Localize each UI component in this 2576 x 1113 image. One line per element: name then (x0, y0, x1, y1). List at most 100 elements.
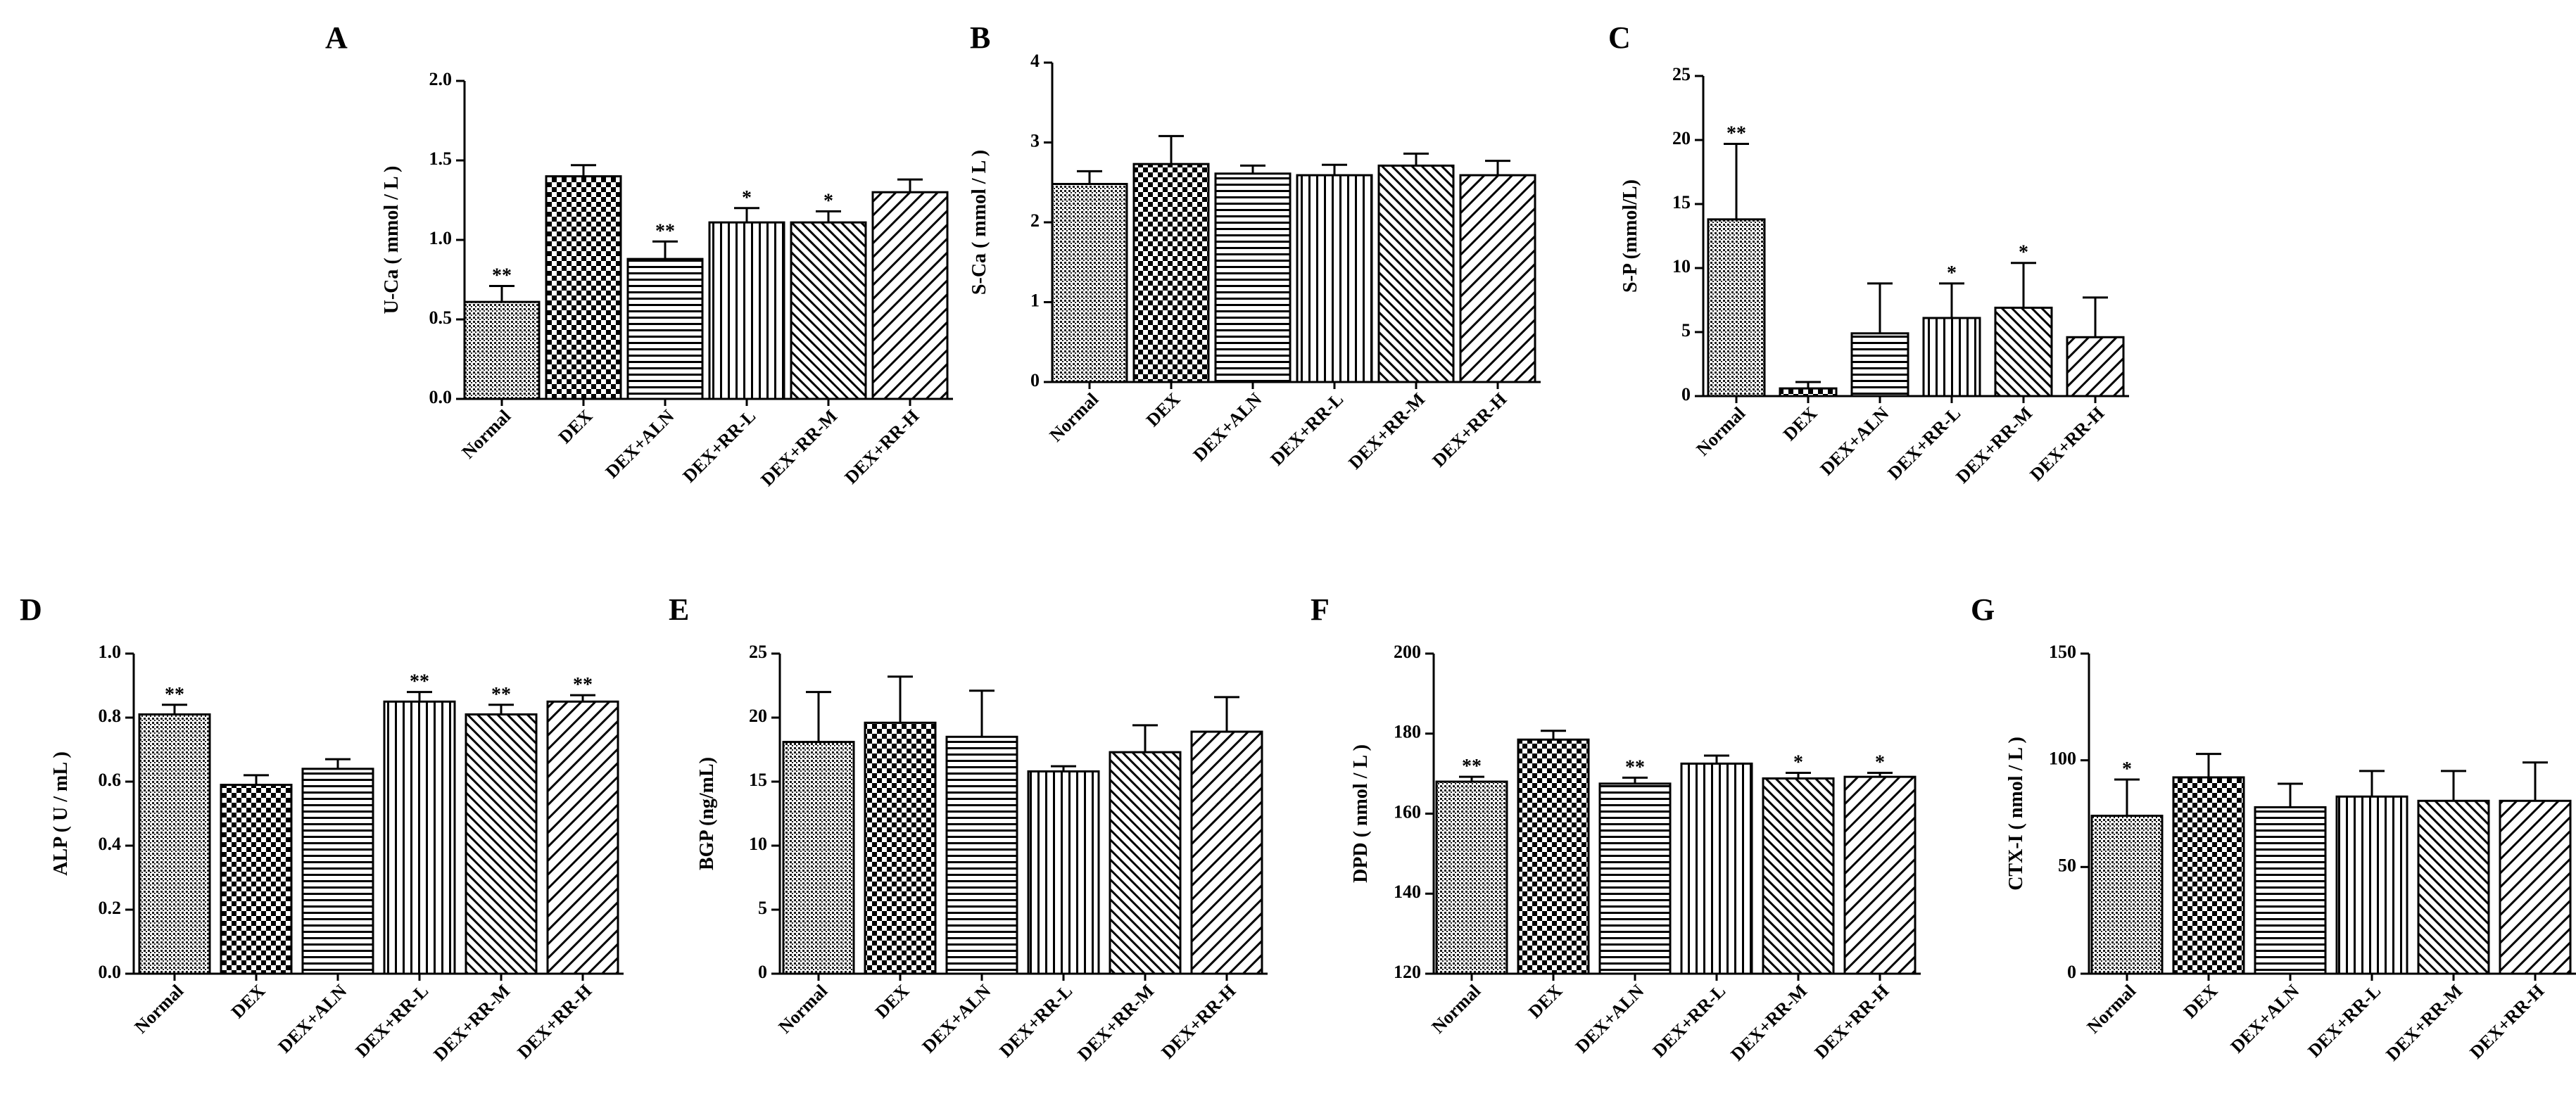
x-tick-label: DEX+RR-M (429, 981, 514, 1065)
x-tick-label: Normal (130, 981, 187, 1038)
x-tick-label: Normal (457, 406, 514, 463)
panel-label: D (20, 592, 42, 627)
bar-dex (2172, 776, 2245, 975)
x-tick-label: DEX+RR-M (757, 406, 841, 490)
bar-dex-rr-m (465, 713, 538, 975)
significance-marker: ** (1462, 756, 1482, 777)
bar-dex-rr-l (2335, 795, 2408, 975)
bar-dex-rr-h (2066, 336, 2125, 398)
significance-marker: * (2122, 758, 2132, 780)
significance-marker: * (1875, 751, 1885, 773)
bar-dex-rr-m (790, 221, 867, 400)
bar-dex-aln (301, 768, 374, 975)
y-tick-label: 0.8 (99, 706, 122, 726)
y-tick-label: 3 (1030, 130, 1040, 151)
y-tick-label: 50 (2058, 855, 2076, 875)
x-tick-label: DEX+RR-L (2304, 981, 2385, 1062)
x-tick-label: DEX+RR-M (2382, 981, 2466, 1065)
x-tick-label: DEX (227, 981, 269, 1022)
y-tick-label: 5 (758, 898, 767, 918)
x-tick-label: DEX+RR-H (2026, 403, 2108, 485)
bar-normal (782, 741, 855, 975)
bar-dex-rr-h (1843, 775, 1917, 975)
y-tick-label: 0 (2067, 962, 2076, 982)
x-tick-label: Normal (774, 981, 831, 1038)
x-tick-label: DEX+RR-H (840, 406, 923, 488)
bar-dex-rr-m (2417, 799, 2490, 975)
y-tick-label: 1 (1030, 290, 1040, 310)
x-tick-label: DEX+RR-H (2465, 981, 2548, 1063)
x-tick-label: DEX+RR-M (1952, 403, 2036, 488)
y-tick-label: 20 (749, 706, 767, 726)
x-tick-label: DEX+RR-H (1428, 389, 1510, 471)
x-tick-label: DEX+RR-H (1810, 981, 1893, 1063)
bar-dex-rr-h (871, 191, 949, 400)
x-tick-label: DEX+RR-L (1649, 981, 1730, 1062)
x-tick-label: Normal (1692, 403, 1749, 460)
bar-dex-rr-m (1109, 751, 1182, 975)
y-tick-label: 1.0 (99, 642, 122, 662)
x-tick-label: DEX (555, 406, 596, 447)
bar-dex-rr-h (1459, 174, 1536, 383)
bar-normal (1435, 780, 1508, 975)
y-tick-label: 0 (758, 962, 767, 982)
bar-dex-aln (1598, 782, 1672, 975)
y-tick-label: 10 (1672, 256, 1691, 276)
bar-normal (2090, 815, 2164, 975)
y-tick-label: 180 (1394, 722, 1421, 742)
bar-dex-rr-h (1190, 730, 1263, 975)
y-tick-label: 0.2 (99, 898, 122, 918)
panel-label: A (325, 20, 348, 55)
significance-marker: * (1947, 262, 1957, 284)
panel-label: E (669, 592, 689, 627)
x-tick-label: DEX+ALN (2227, 981, 2304, 1057)
y-tick-label: 0.5 (429, 307, 453, 328)
significance-marker: * (742, 187, 752, 209)
y-tick-label: 0.4 (99, 834, 122, 854)
bar-normal (463, 300, 541, 400)
panel-label: G (1971, 592, 1995, 627)
y-axis-title: CTX-I ( nmol / L ) (2005, 737, 2027, 891)
x-tick-label: Normal (1427, 981, 1484, 1038)
bar-dex (1779, 387, 1838, 398)
significance-marker: ** (1625, 756, 1645, 778)
bar-dex-rr-l (383, 700, 456, 975)
x-tick-label: DEX+RR-L (996, 981, 1077, 1062)
x-tick-label: Normal (2083, 981, 2140, 1038)
bar-dex-rr-h (546, 700, 619, 975)
x-tick-label: DEX (1142, 389, 1184, 431)
panel-label: B (970, 20, 990, 55)
bar-dex-aln (626, 257, 704, 400)
x-tick-label: DEX (1524, 981, 1566, 1022)
bar-normal (138, 713, 211, 975)
x-tick-label: DEX (871, 981, 913, 1022)
bar-dex-aln (1850, 332, 1909, 398)
y-tick-label: 0.6 (99, 770, 122, 790)
bar-normal (1707, 218, 1766, 398)
bar-dex (864, 721, 937, 975)
panel-label: C (1608, 20, 1631, 55)
y-tick-label: 160 (1394, 801, 1421, 822)
y-tick-label: 1.0 (429, 228, 453, 248)
x-tick-label: DEX+ALN (602, 406, 678, 483)
significance-marker: ** (573, 674, 593, 696)
significance-marker: ** (655, 220, 675, 242)
x-tick-label: DEX (2180, 981, 2221, 1022)
bar-dex-rr-h (2499, 799, 2572, 975)
significance-marker: ** (410, 671, 429, 693)
significance-marker: ** (492, 265, 512, 287)
bar-dex (545, 175, 622, 400)
x-tick-label: DEX+ALN (274, 981, 351, 1057)
chart-panel-d: D 0.0 0.2 0.4 0.6 0.8 1.0 ALP ( U / mL ) ** Norma… (20, 592, 624, 1065)
bar-dex (220, 784, 293, 975)
significance-marker: ** (491, 684, 511, 706)
significance-marker: * (823, 190, 833, 212)
x-tick-label: DEX+RR-H (513, 981, 595, 1063)
x-tick-label: DEX (1779, 403, 1821, 445)
x-tick-label: DEX+ALN (1189, 389, 1266, 466)
y-tick-label: 0.0 (429, 387, 453, 407)
y-tick-label: 2.0 (429, 69, 453, 89)
